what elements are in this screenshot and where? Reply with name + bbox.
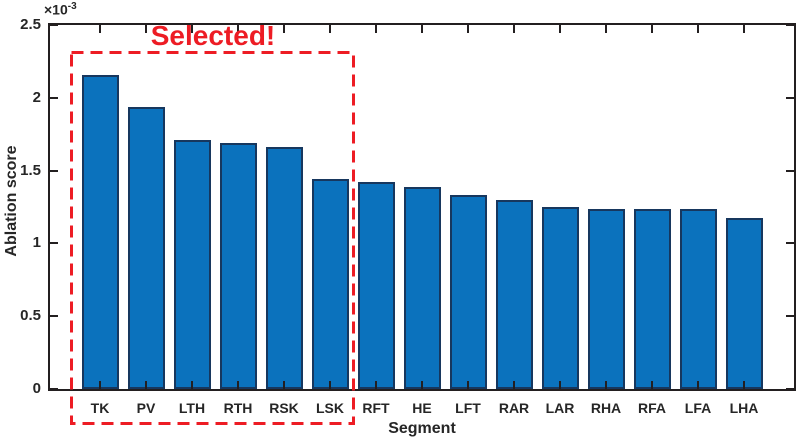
y-exponent-base: ×10 (44, 1, 68, 18)
plot-area (48, 23, 796, 391)
bar-lth (173, 140, 211, 389)
x-tick-bottom (513, 381, 515, 389)
y-tick-left (50, 242, 58, 245)
x-tick-top (191, 25, 193, 33)
x-axis-title: Segment (388, 420, 456, 437)
x-tick-bottom (237, 381, 239, 389)
bar-lar (541, 207, 579, 389)
x-tick-label-lar: LAR (545, 400, 575, 416)
bar-he (403, 187, 441, 389)
y-tick-left (50, 24, 58, 26)
x-tick-label-he: HE (412, 400, 432, 416)
y-tick-right (786, 96, 794, 99)
y-tick-label-0: 0 (32, 380, 41, 397)
x-tick-top (467, 25, 469, 33)
y-axis-exponent-label: ×10-3 (44, 1, 77, 18)
bar-pv (127, 106, 165, 389)
selection-annotation: Selected! (150, 20, 276, 51)
bar-rar (495, 200, 533, 389)
x-tick-bottom (697, 381, 699, 389)
x-tick-label-rft: RFT (362, 400, 390, 416)
x-tick-top (375, 25, 377, 33)
x-tick-bottom (99, 381, 101, 389)
x-tick-top (513, 25, 515, 33)
y-tick-label-2: 2 (32, 88, 41, 106)
x-tick-top (605, 25, 607, 33)
x-tick-label-lft: LFT (455, 400, 481, 416)
bar-rth (219, 142, 257, 389)
y-tick-left (50, 96, 58, 99)
x-tick-bottom (145, 381, 147, 389)
x-tick-top (329, 25, 331, 33)
x-tick-label-rfa: RFA (638, 400, 666, 416)
x-tick-bottom (329, 381, 331, 389)
y-tick-label-1-5: 1.5 (20, 161, 41, 179)
x-tick-bottom (559, 381, 561, 389)
bar-tk (81, 74, 119, 389)
x-tick-top (651, 25, 653, 33)
x-tick-bottom (191, 381, 193, 389)
bar-rsk (265, 146, 303, 389)
y-exponent-power: -3 (67, 1, 77, 12)
bar-lha (725, 217, 763, 389)
x-tick-label-rar: RAR (498, 400, 530, 416)
bar-lfa (679, 209, 717, 389)
x-tick-bottom (375, 381, 377, 389)
bar-lft (449, 194, 487, 389)
bar-rfa (633, 209, 671, 389)
x-tick-top (697, 25, 699, 33)
x-tick-top (559, 25, 561, 33)
x-tick-bottom (743, 381, 745, 389)
x-tick-bottom (605, 381, 607, 389)
y-tick-label-2-5: 2.5 (20, 16, 41, 33)
y-tick-right (786, 315, 794, 318)
y-tick-left (50, 315, 58, 318)
y-tick-right (786, 169, 794, 172)
x-tick-top (99, 25, 101, 33)
x-tick-top (743, 25, 745, 33)
x-tick-label-lfa: LFA (684, 400, 712, 416)
y-tick-label-1: 1 (32, 234, 41, 252)
x-tick-top (283, 25, 285, 33)
x-tick-top (145, 25, 147, 33)
x-tick-label-rha: RHA (590, 400, 622, 416)
bar-rha (587, 209, 625, 389)
y-tick-right (786, 24, 794, 26)
x-tick-bottom (467, 381, 469, 389)
x-tick-bottom (421, 381, 423, 389)
bar-lsk (311, 178, 349, 389)
y-tick-label-0-5: 0.5 (20, 307, 41, 325)
y-tick-right (786, 388, 794, 390)
x-tick-label-lha: LHA (729, 400, 759, 416)
y-tick-right (786, 242, 794, 245)
x-tick-top (421, 25, 423, 33)
x-tick-bottom (651, 381, 653, 389)
y-tick-left (50, 169, 58, 172)
x-tick-bottom (283, 381, 285, 389)
bar-rft (357, 181, 395, 389)
x-tick-top (237, 25, 239, 33)
y-tick-left (50, 388, 58, 390)
